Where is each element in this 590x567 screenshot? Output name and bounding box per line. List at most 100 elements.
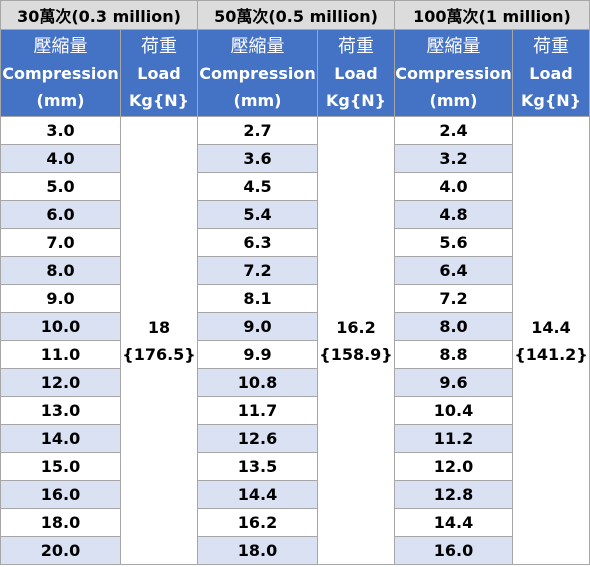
compression-value: 20.0 [0,536,121,565]
compression-value: 6.3 [197,228,318,257]
compression-value: 12.0 [394,452,513,481]
table-row: 12.0 10.8 9.6 [0,368,590,397]
table-row: 5.0 4.5 4.0 [0,172,590,201]
load-column-header: 荷重 Load Kg{N} [317,29,395,117]
load-newton-value: {158.9} [319,344,393,364]
compression-value: 11.7 [197,396,318,425]
load-header-zh: 荷重 [141,35,177,57]
compression-header-unit: (mm) [429,90,478,110]
compression-value: 18.0 [0,508,121,537]
load-kg-value: 16.2 [336,317,376,337]
compression-value: 14.4 [197,480,318,509]
compression-value: 7.2 [197,256,318,285]
compression-value: 10.8 [197,368,318,397]
compression-value: 6.0 [0,200,121,229]
compression-value: 3.0 [0,116,121,145]
compression-value: 14.4 [394,508,513,537]
compression-header-unit: (mm) [36,90,85,110]
compression-value: 4.0 [394,172,513,201]
compression-header-zh: 壓縮量 [33,35,88,57]
compression-value: 5.4 [197,200,318,229]
table-row: 20.0 18.0 16.0 [0,536,590,565]
table-row: 14.0 12.6 11.2 [0,424,590,453]
compression-value: 9.9 [197,340,318,369]
compression-header-en: Compression [395,63,512,83]
compression-value: 7.2 [394,284,513,313]
table-row: 4.0 3.6 3.2 [0,144,590,173]
load-header-zh: 荷重 [533,35,569,57]
load-cell: 14.4 {141.2} [511,116,590,565]
table-row: 7.0 6.3 5.6 [0,228,590,257]
compression-value: 10.0 [0,312,121,341]
compression-value: 8.0 [394,312,513,341]
compression-column-header: 壓縮量 Compression (mm) [0,29,121,117]
load-kg-value: 18 [147,317,171,337]
table-row: 9.0 8.1 7.2 [0,284,590,313]
group-header-2: 100萬次(1 million) [393,0,590,30]
compression-value: 12.6 [197,424,318,453]
compression-value: 10.4 [394,396,513,425]
compression-column-header: 壓縮量 Compression (mm) [394,29,513,117]
compression-value: 12.8 [394,480,513,509]
compression-value: 16.0 [0,480,121,509]
compression-header-zh: 壓縮量 [230,35,285,57]
load-header-unit: Kg{N} [325,90,387,110]
compression-value: 7.0 [0,228,121,257]
load-newton-value: {176.5} [122,344,196,364]
compression-value: 4.5 [197,172,318,201]
compression-value: 8.1 [197,284,318,313]
compression-value: 11.0 [0,340,121,369]
compression-value: 3.2 [394,144,513,173]
compression-header-unit: (mm) [233,90,282,110]
load-header-zh: 荷重 [338,35,374,57]
load-cell: 16.2 {158.9} [317,116,395,565]
compression-value: 12.0 [0,368,121,397]
compression-value: 13.0 [0,396,121,425]
load-column-header: 荷重 Load Kg{N} [120,29,198,117]
group-header-1: 50萬次(0.5 million) [197,0,395,30]
compression-value: 15.0 [0,452,121,481]
compression-value: 2.4 [394,116,513,145]
load-kg-value: 14.4 [531,317,571,337]
compression-value: 16.2 [197,508,318,537]
group-header-0: 30萬次(0.3 million) [0,0,198,30]
compression-value: 8.8 [394,340,513,369]
load-header-en: Load [137,63,181,83]
compression-column-header: 壓縮量 Compression (mm) [197,29,318,117]
compression-value: 18.0 [197,536,318,565]
compression-value: 5.0 [0,172,121,201]
table-row: 15.0 13.5 12.0 [0,452,590,481]
compression-header-en: Compression [199,63,316,83]
table-row: 8.0 7.2 6.4 [0,256,590,285]
table-row: 11.0 9.9 8.8 [0,340,590,369]
compression-value: 6.4 [394,256,513,285]
table-row: 13.0 11.7 10.4 [0,396,590,425]
compression-header-zh: 壓縮量 [426,35,481,57]
load-header-en: Load [334,63,378,83]
table-row: 6.0 5.4 4.8 [0,200,590,229]
compression-value: 3.6 [197,144,318,173]
load-header-unit: Kg{N} [520,90,582,110]
load-header-en: Load [529,63,573,83]
table-row: 18.0 16.2 14.4 [0,508,590,537]
table-row: 16.0 14.4 12.8 [0,480,590,509]
compression-value: 11.2 [394,424,513,453]
load-header-unit: Kg{N} [128,90,190,110]
compression-value: 4.0 [0,144,121,173]
compression-value: 14.0 [0,424,121,453]
compression-value: 8.0 [0,256,121,285]
compression-value: 16.0 [394,536,513,565]
compression-value: 9.6 [394,368,513,397]
load-newton-value: {141.2} [514,344,588,364]
compression-value: 2.7 [197,116,318,145]
compression-value: 9.0 [0,284,121,313]
load-column-header: 荷重 Load Kg{N} [511,29,590,117]
compression-value: 5.6 [394,228,513,257]
compression-value: 13.5 [197,452,318,481]
load-cell: 18 {176.5} [120,116,198,565]
table-row: 10.0 9.0 8.0 [0,312,590,341]
compression-value: 4.8 [394,200,513,229]
compression-value: 9.0 [197,312,318,341]
table-row: 3.0 18 {176.5} 2.7 16.2 {158.9} 2.4 14.4 {141.2} [0,116,590,565]
